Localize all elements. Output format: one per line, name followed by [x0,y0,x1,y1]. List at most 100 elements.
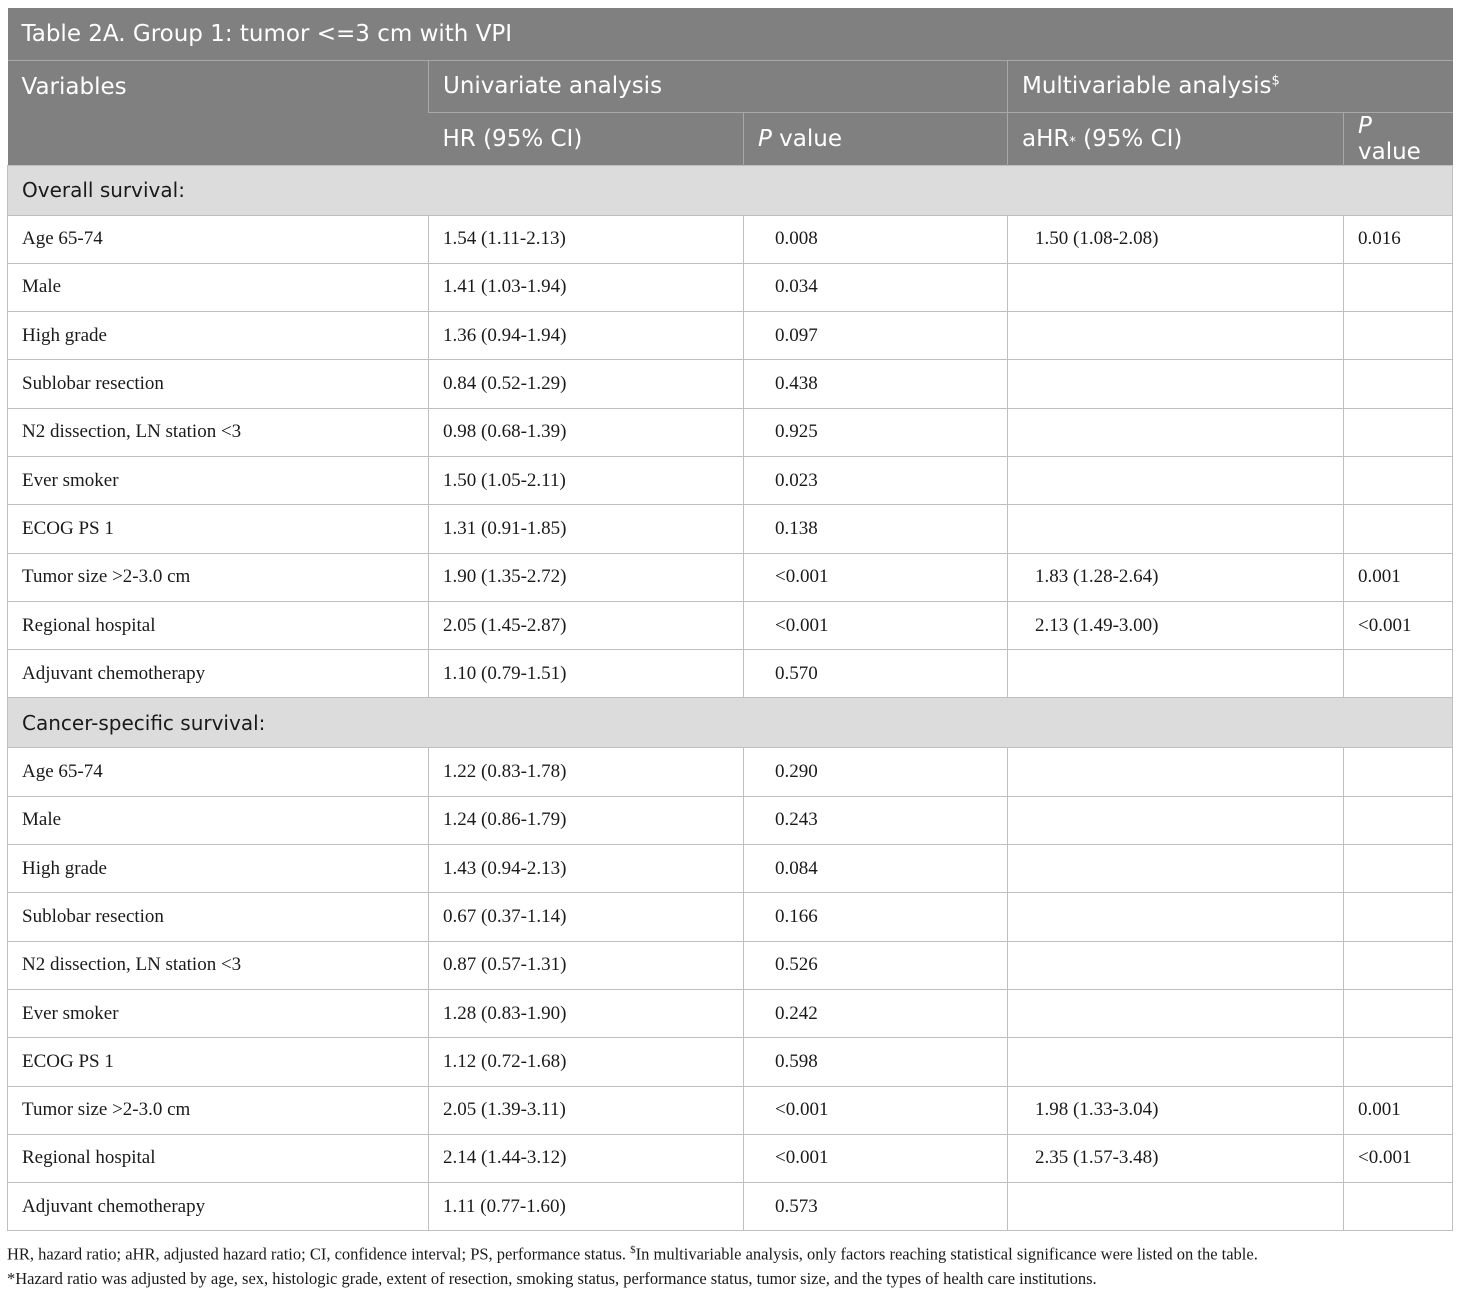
header-multivariable-text: Multivariable analysis [1022,73,1272,99]
header-ahr-text: aHR [1022,125,1070,152]
table-body: Overall survival: Age 65-74 1.54 (1.11-2.1… [7,164,1453,1232]
table-title: Table 2A. Group 1: tumor <=3 cm with VPI [7,8,1453,60]
footnote-1: HR, hazard ratio; aHR, adjusted hazard r… [7,1238,1457,1267]
cell-adjusted-p-value [1343,359,1453,409]
footnote-1-a: HR, hazard ratio; aHR, adjusted hazard r… [7,1244,631,1264]
cell-p-value: 0.166 [743,892,1008,942]
cell-p-value: <0.001 [743,1085,1008,1135]
cell-variable: Ever smoker [7,988,429,1039]
cell-variable: Age 65-74 [7,747,429,797]
cell-ahr [1007,407,1344,457]
cell-variable: N2 dissection, LN station <3 [7,940,429,990]
header-p-italic: P [758,125,772,152]
cell-p-value: 0.526 [743,940,1008,990]
table-row: Ever smoker 1.50 (1.05-2.11) 0.023 [7,455,1453,506]
cell-hr: 1.11 (0.77-1.60) [428,1182,744,1232]
table-row: N2 dissection, LN station <3 0.87 (0.57-1… [7,940,1453,990]
cell-adjusted-p-value [1343,649,1453,699]
table-row: Regional hospital 2.14 (1.44-3.12) <0.001 2… [7,1133,1453,1184]
cell-p-value: 0.243 [743,795,1008,846]
cell-variable: ECOG PS 1 [7,1037,429,1087]
cell-adjusted-p-value: <0.001 [1343,1133,1453,1184]
table-row: High grade 1.43 (0.94-2.13) 0.084 [7,844,1453,894]
cell-ahr [1007,747,1344,797]
cell-variable: High grade [7,844,429,894]
cell-p-value: 0.573 [743,1182,1008,1232]
cell-hr: 1.43 (0.94-2.13) [428,844,744,894]
table-row: Male 1.41 (1.03-1.94) 0.034 [7,262,1453,313]
cell-adjusted-p-value [1343,940,1453,990]
cell-ahr [1007,988,1344,1039]
cell-adjusted-p-value [1343,1037,1453,1087]
table-row: ECOG PS 1 1.12 (0.72-1.68) 0.598 [7,1037,1453,1087]
header-multivariable-sup: $ [1271,73,1280,89]
table-row: N2 dissection, LN station <3 0.98 (0.68-1… [7,407,1453,457]
cell-adjusted-p-value [1343,504,1453,554]
header-variables: Variables [7,59,429,165]
cell-ahr [1007,504,1344,554]
cell-hr: 1.36 (0.94-1.94) [428,311,744,361]
cell-adjusted-p-value: 0.016 [1343,214,1453,264]
header-univariate: Univariate analysis [428,59,1008,112]
cell-p-value: 0.438 [743,359,1008,409]
cell-variable: Age 65-74 [7,214,429,264]
header-ahr: aHR* (95% CI) [1007,111,1344,165]
cell-variable: ECOG PS 1 [7,504,429,554]
table-row: Sublobar resection 0.84 (0.52-1.29) 0.438 [7,359,1453,409]
cell-hr: 0.84 (0.52-1.29) [428,359,744,409]
cell-p-value: <0.001 [743,552,1008,602]
cell-p-value: 0.598 [743,1037,1008,1087]
cell-hr: 0.98 (0.68-1.39) [428,407,744,457]
cell-hr: 1.90 (1.35-2.72) [428,552,744,602]
cell-hr: 1.31 (0.91-1.85) [428,504,744,554]
cell-adjusted-p-value: <0.001 [1343,600,1453,651]
table-row: Age 65-74 1.54 (1.11-2.13) 0.008 1.50 (1.08… [7,214,1453,264]
cell-hr: 1.41 (1.03-1.94) [428,262,744,313]
cell-adjusted-p-value [1343,407,1453,457]
cell-variable: Sublobar resection [7,892,429,942]
cell-adjusted-p-value [1343,1182,1453,1232]
cell-adjusted-p-value [1343,892,1453,942]
cell-variable: High grade [7,311,429,361]
header-p2-rest: value [1358,138,1421,165]
cell-ahr [1007,940,1344,990]
cell-ahr [1007,1037,1344,1087]
table-row: ECOG PS 1 1.31 (0.91-1.85) 0.138 [7,504,1453,554]
footnote-1-sup: $ [630,1244,636,1256]
cell-adjusted-p-value [1343,455,1453,506]
header-adjusted-p-value: P value [1343,111,1453,165]
section-label: Overall survival: [7,164,1453,216]
cell-hr: 1.50 (1.05-2.11) [428,455,744,506]
cell-p-value: 0.023 [743,455,1008,506]
cell-p-value: <0.001 [743,600,1008,651]
cell-p-value: 0.290 [743,747,1008,797]
header-multivariable: Multivariable analysis$ [1007,59,1453,112]
section-label: Cancer-specific survival: [7,697,1453,749]
header-ahr-rest: (95% CI) [1075,125,1183,152]
results-table: Table 2A. Group 1: tumor <=3 cm with VPI… [7,8,1453,1232]
header-p-value: P value [743,111,1008,165]
cell-p-value: 0.097 [743,311,1008,361]
cell-hr: 2.05 (1.45-2.87) [428,600,744,651]
cell-ahr: 1.98 (1.33-3.04) [1007,1085,1344,1135]
header-p-rest: value [771,125,843,152]
cell-p-value: <0.001 [743,1133,1008,1184]
cell-adjusted-p-value [1343,747,1453,797]
table-row: Ever smoker 1.28 (0.83-1.90) 0.242 [7,988,1453,1039]
cell-ahr [1007,795,1344,846]
header-p2-italic: P [1358,112,1372,139]
cell-variable: Regional hospital [7,600,429,651]
cell-p-value: 0.034 [743,262,1008,313]
cell-variable: Male [7,262,429,313]
cell-hr: 0.67 (0.37-1.14) [428,892,744,942]
table-row: Adjuvant chemotherapy 1.11 (0.77-1.60) 0.5… [7,1182,1453,1232]
cell-variable: Adjuvant chemotherapy [7,1182,429,1232]
section-row: Cancer-specific survival: [7,697,1453,749]
cell-ahr [1007,649,1344,699]
cell-ahr [1007,844,1344,894]
table-row: Regional hospital 2.05 (1.45-2.87) <0.001 2… [7,600,1453,651]
cell-hr: 1.28 (0.83-1.90) [428,988,744,1039]
table-row: Adjuvant chemotherapy 1.10 (0.79-1.51) 0.5… [7,649,1453,699]
cell-ahr [1007,1182,1344,1232]
header-ahr-sup: * [1069,134,1076,150]
